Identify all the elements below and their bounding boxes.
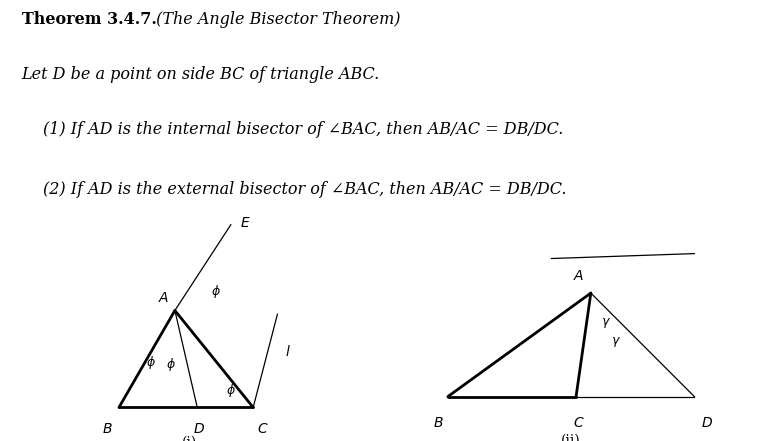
- Text: $\gamma$: $\gamma$: [611, 335, 621, 349]
- Text: Let D be a point on side BC of triangle ABC.: Let D be a point on side BC of triangle …: [22, 66, 380, 83]
- Text: $E$: $E$: [240, 216, 251, 230]
- Text: $D$: $D$: [701, 416, 713, 430]
- Text: $l$: $l$: [285, 344, 291, 359]
- Text: (The Angle Bisector Theorem): (The Angle Bisector Theorem): [151, 11, 400, 28]
- Text: $C$: $C$: [573, 416, 584, 430]
- Text: $\phi$: $\phi$: [226, 382, 236, 399]
- Text: $\phi$: $\phi$: [146, 354, 155, 371]
- Text: $C$: $C$: [257, 422, 268, 436]
- Text: $\phi$: $\phi$: [211, 284, 221, 300]
- Text: (i): (i): [182, 435, 197, 441]
- Text: $\gamma$: $\gamma$: [601, 316, 611, 329]
- Text: $B$: $B$: [103, 422, 113, 436]
- Text: $A$: $A$: [158, 291, 169, 305]
- Text: (ii): (ii): [561, 434, 581, 441]
- Text: (1) If AD is the internal bisector of ∠BAC, then AB/AC = DB/DC.: (1) If AD is the internal bisector of ∠B…: [43, 121, 563, 138]
- Text: $D$: $D$: [193, 422, 205, 436]
- Text: $B$: $B$: [433, 416, 443, 430]
- Text: Theorem 3.4.7.: Theorem 3.4.7.: [22, 11, 156, 28]
- Text: $A$: $A$: [573, 269, 584, 283]
- Text: $\phi$: $\phi$: [166, 356, 176, 373]
- Text: (2) If AD is the external bisector of ∠BAC, then AB/AC = DB/DC.: (2) If AD is the external bisector of ∠B…: [43, 181, 566, 198]
